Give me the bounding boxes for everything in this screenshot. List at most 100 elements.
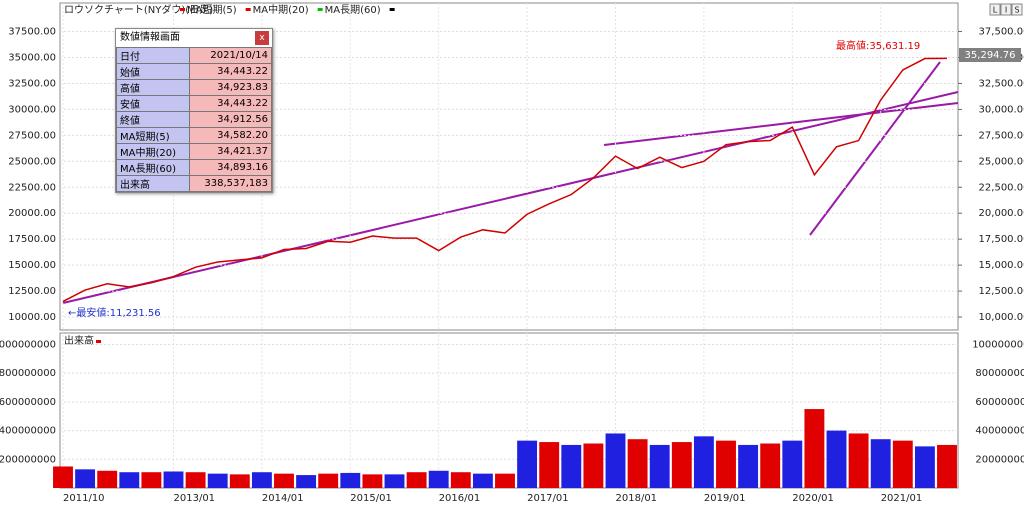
volume-bar: [914, 446, 935, 488]
volume-bar: [163, 471, 184, 488]
y-tick-label: 800000000: [0, 368, 56, 379]
x-tick-label: 2019/01: [704, 493, 746, 504]
legend-swatch: [245, 8, 251, 11]
info-row: MA短期(5) 34,582.20: [116, 127, 272, 144]
x-tick-label: 2021/01: [881, 493, 923, 504]
info-label: 終値: [116, 111, 190, 128]
y-tick-label-right: 1000000000: [972, 339, 1024, 350]
info-row: 始値 34,443.22: [116, 63, 272, 80]
volume-bar: [75, 469, 96, 488]
info-value: 34,443.22: [189, 63, 272, 80]
info-value: 34,443.22: [189, 95, 272, 112]
x-tick-label: 2013/01: [174, 493, 216, 504]
info-label: 出来高: [116, 175, 190, 192]
x-tick-label: 2016/01: [439, 493, 481, 504]
info-label: MA長期(60): [116, 159, 190, 176]
volume-bar: [671, 442, 692, 488]
info-value: 338,537,183: [189, 175, 272, 192]
volume-bar: [406, 472, 427, 488]
y-tick-label: 200000000: [0, 454, 56, 465]
y-tick-label-right: 15,000.00: [979, 260, 1024, 271]
info-panel: 数値情報画面 x 日付 2021/10/14 始値 34,443.22 高値 34,923.…: [115, 28, 273, 193]
volume-bar: [340, 472, 361, 488]
trend-line: [603, 102, 959, 146]
legend-label: MA長期(60): [325, 4, 381, 16]
low-annotation: ←最安値:11,231.56: [68, 306, 161, 319]
y-tick-label-right: 30,000.00: [979, 104, 1024, 115]
toolbar-button[interactable]: [1000, 3, 1012, 16]
volume-bar: [185, 472, 206, 488]
volume-bar: [870, 439, 891, 488]
volume-bar: [251, 472, 272, 488]
y-tick-label-right: 17,500.00: [979, 234, 1024, 245]
y-tick-label: 32500.00: [8, 78, 56, 89]
volume-bar: [141, 472, 162, 488]
info-row: MA長期(60) 34,893.16: [116, 159, 272, 176]
y-tick-label: 400000000: [0, 426, 56, 437]
volume-bar: [892, 440, 913, 488]
y-tick-label-right: 25,000.00: [979, 156, 1024, 167]
y-tick-label: 10000.00: [8, 312, 56, 323]
info-row: 日付 2021/10/14: [116, 47, 272, 64]
y-tick-label-right: 22,500.00: [979, 182, 1024, 193]
y-tick-label: 1000000000: [0, 339, 56, 350]
info-row: 終値 34,912.56: [116, 111, 272, 128]
info-label: 日付: [116, 47, 190, 64]
y-tick-label-right: 10,000.00: [979, 312, 1024, 323]
volume-title: 出来高: [64, 334, 94, 347]
volume-bar: [362, 474, 383, 488]
info-label: 安値: [116, 95, 190, 112]
close-button[interactable]: x: [255, 31, 269, 45]
volume-bar: [472, 473, 493, 488]
legend-label: MA短期(5): [187, 3, 237, 16]
volume-bar: [296, 475, 317, 488]
x-tick-label: 2020/01: [792, 493, 834, 504]
panel-title: 数値情報画面: [120, 32, 180, 43]
volume-bar: [274, 473, 294, 488]
volume-bar: [561, 444, 582, 488]
y-tick-label-right: 12,500.00: [979, 286, 1024, 297]
y-tick-label: 15000.00: [8, 260, 56, 271]
info-value: 34,912.56: [189, 111, 272, 128]
info-value: 34,893.16: [189, 159, 272, 176]
info-row: 安値 34,443.22: [116, 95, 272, 112]
toolbar-button[interactable]: [989, 3, 1001, 16]
legend-swatch: [317, 8, 323, 11]
x-tick-label: 2015/01: [350, 493, 392, 504]
info-label: 始値: [116, 63, 190, 80]
y-tick-label-right: 37,500.00: [979, 27, 1024, 38]
volume-bar: [495, 473, 515, 488]
volume-bar: [53, 466, 73, 488]
info-value: 34,923.83: [189, 79, 272, 96]
volume-bar: [97, 470, 118, 488]
info-label: MA中期(20): [116, 143, 190, 160]
volume-bar: [848, 433, 869, 488]
y-tick-label-right: 200000000: [975, 454, 1024, 465]
last-price-box: [959, 48, 1021, 62]
toolbar-button-label[interactable]: I: [1005, 6, 1007, 15]
y-tick-label-right: 600000000: [975, 397, 1024, 408]
y-tick-label-right: 800000000: [975, 368, 1024, 379]
y-tick-label-right: 20,000.00: [979, 208, 1024, 219]
panel-header: 数値情報画面 x: [116, 29, 272, 47]
info-row: 出来高 338,537,183: [116, 175, 272, 192]
y-tick-label: 17500.00: [8, 234, 56, 245]
volume-bar: [119, 472, 140, 488]
last-price: 35,294.76: [965, 50, 1016, 61]
y-tick-label-right: 32,500.00: [979, 78, 1024, 89]
legend-swatch: [389, 8, 395, 11]
toolbar-button-label[interactable]: L: [993, 6, 998, 15]
volume-bar: [693, 436, 714, 488]
info-row: MA中期(20) 34,421.37: [116, 143, 272, 160]
volume-bar: [428, 470, 449, 488]
y-tick-label: 27500.00: [8, 130, 56, 141]
y-tick-label: 37500.00: [8, 27, 56, 38]
toolbar-button[interactable]: [1011, 3, 1023, 16]
volume-legend-swatch: [96, 340, 101, 343]
volume-bar: [229, 474, 250, 488]
toolbar-button-label[interactable]: S: [1014, 6, 1019, 15]
volume-bar: [760, 443, 781, 488]
volume-bar: [318, 473, 339, 488]
volume-bar: [937, 444, 957, 488]
